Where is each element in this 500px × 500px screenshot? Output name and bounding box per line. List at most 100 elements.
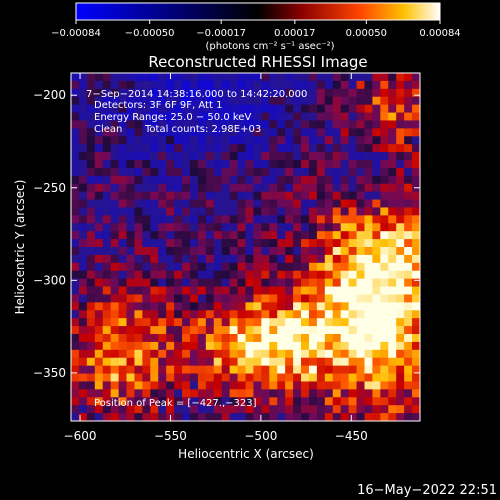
heatmap-cell	[316, 389, 326, 398]
heatmap-cell	[118, 294, 127, 303]
heatmap-cell	[110, 128, 119, 137]
heatmap-cell	[86, 373, 96, 382]
heatmap-cell	[285, 96, 294, 106]
heatmap-cell	[110, 326, 119, 335]
heatmap-cell	[332, 357, 342, 367]
heatmap-cell	[348, 191, 357, 200]
heatmap-cell	[245, 326, 254, 335]
heatmap-cell	[293, 349, 302, 359]
heatmap-cell	[253, 326, 262, 335]
heatmap-cell	[396, 191, 405, 200]
heatmap-cell	[269, 262, 278, 272]
heatmap-cell	[388, 302, 397, 311]
heatmap-cell	[110, 318, 119, 327]
heatmap-cell	[205, 215, 215, 224]
heatmap-cell	[261, 144, 270, 153]
heatmap-cell	[301, 215, 310, 224]
heatmap-cell	[388, 357, 397, 367]
heatmap-cell	[324, 397, 334, 406]
heatmap-cell	[205, 294, 215, 303]
heatmap-cell	[237, 334, 246, 343]
heatmap-cell	[340, 207, 350, 216]
heatmap-cell	[332, 175, 342, 185]
heatmap-cell	[356, 96, 365, 106]
heatmap-cell	[261, 207, 270, 216]
heatmap-cell	[237, 96, 246, 106]
heatmap-cell	[134, 120, 143, 129]
heatmap-cell	[229, 96, 238, 106]
heatmap-cell	[388, 278, 397, 287]
heatmap-cell	[308, 381, 318, 390]
heatmap-cell	[102, 302, 112, 311]
heatmap-cell	[285, 223, 294, 232]
heatmap-cell	[166, 310, 175, 319]
heatmap-cell	[324, 341, 334, 351]
heatmap-cell	[110, 73, 119, 82]
heatmap-cell	[308, 286, 318, 295]
heatmap-cell	[388, 88, 397, 98]
heatmap-cell	[78, 239, 88, 248]
heatmap-cell	[205, 128, 215, 137]
heatmap-cell	[166, 191, 175, 200]
heatmap-cell	[142, 136, 151, 145]
heatmap-cell	[340, 88, 350, 98]
heatmap-cell	[308, 318, 318, 327]
heatmap-cell	[293, 278, 302, 287]
heatmap-cell	[245, 207, 254, 216]
heatmap-cell	[269, 88, 278, 98]
heatmap-cell	[245, 270, 254, 280]
heatmap-cell	[86, 341, 96, 351]
heatmap-cell	[102, 413, 112, 422]
heatmap-cell	[118, 334, 127, 343]
heatmap-cell	[237, 286, 246, 295]
heatmap-cell	[269, 397, 278, 406]
heatmap-cell	[269, 270, 278, 280]
heatmap-cell	[388, 183, 397, 193]
heatmap-cell	[412, 373, 421, 382]
heatmap-cell	[237, 405, 246, 414]
heatmap-cell	[197, 286, 207, 295]
heatmap-cell	[189, 96, 199, 106]
heatmap-cell	[293, 191, 302, 200]
heatmap-cell	[316, 286, 326, 295]
heatmap-cell	[404, 389, 413, 398]
heatmap-cell	[269, 310, 278, 319]
heatmap-cell	[293, 373, 302, 382]
heatmap-cell	[150, 326, 159, 335]
heatmap-cell	[301, 334, 310, 343]
heatmap-cell	[332, 365, 342, 374]
heatmap-cell	[364, 262, 373, 272]
heatmap-cell	[356, 349, 365, 359]
heatmap-cell	[340, 239, 350, 248]
heatmap-cell	[245, 389, 254, 398]
heatmap-cell	[182, 389, 191, 398]
heatmap-cell	[388, 334, 397, 343]
heatmap-cell	[277, 215, 286, 224]
y-tick-label: −300	[33, 273, 66, 287]
heatmap-cell	[388, 326, 397, 335]
heatmap-cell	[86, 128, 96, 137]
heatmap-cell	[126, 413, 135, 422]
heatmap-cell	[364, 254, 373, 264]
heatmap-cell	[372, 144, 381, 153]
heatmap-cell	[237, 270, 246, 280]
heatmap-cell	[308, 405, 318, 414]
heatmap-cell	[372, 405, 381, 414]
heatmap-cell	[316, 405, 326, 414]
heatmap-cell	[404, 239, 413, 248]
heatmap-cell	[308, 254, 318, 264]
heatmap-cell	[189, 104, 199, 113]
heatmap-cell	[71, 278, 80, 287]
heatmap-cell	[404, 413, 413, 422]
heatmap-cell	[404, 96, 413, 106]
heatmap-cell	[396, 88, 405, 98]
heatmap-cell	[324, 405, 334, 414]
heatmap-cell	[277, 326, 286, 335]
heatmap-cell	[261, 373, 270, 382]
heatmap-cell	[94, 254, 104, 264]
heatmap-cell	[253, 294, 262, 303]
heatmap-cell	[118, 254, 127, 264]
heatmap-cell	[94, 302, 104, 311]
heatmap-cell	[142, 405, 151, 414]
heatmap-cell	[229, 278, 238, 287]
